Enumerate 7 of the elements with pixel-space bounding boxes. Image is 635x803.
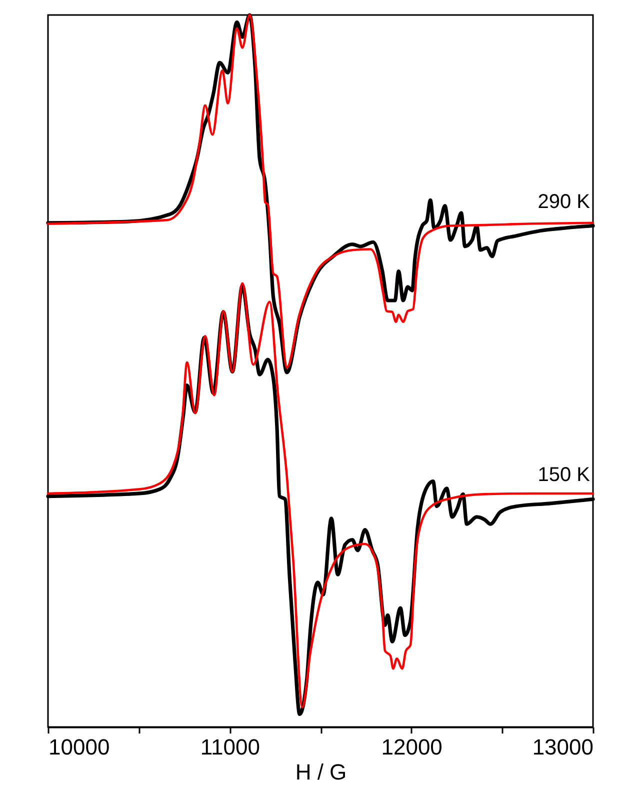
x-axis-title: H / G xyxy=(295,760,347,784)
x-tick-label: 10000 xyxy=(48,734,110,760)
annotation: 150 K xyxy=(538,464,591,486)
x-tick-label: 12000 xyxy=(381,734,442,760)
x-tick-label: 13000 xyxy=(532,734,594,760)
x-tick-label: 11000 xyxy=(200,734,260,760)
annotation: 290 K xyxy=(538,190,591,213)
